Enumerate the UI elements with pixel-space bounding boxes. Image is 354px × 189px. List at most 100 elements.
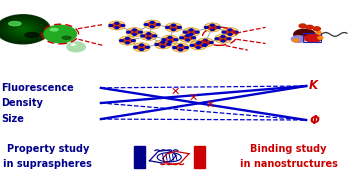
- Circle shape: [126, 28, 143, 37]
- Circle shape: [183, 35, 192, 40]
- Circle shape: [172, 43, 189, 52]
- Circle shape: [6, 20, 40, 38]
- Ellipse shape: [157, 153, 181, 162]
- Circle shape: [186, 35, 189, 36]
- Circle shape: [183, 28, 200, 37]
- Circle shape: [172, 24, 175, 26]
- Text: Fluorescence: Fluorescence: [1, 83, 74, 93]
- Circle shape: [201, 40, 210, 45]
- Circle shape: [140, 49, 143, 50]
- Circle shape: [123, 38, 132, 43]
- Circle shape: [147, 33, 150, 35]
- Circle shape: [189, 29, 193, 31]
- Ellipse shape: [71, 44, 75, 45]
- Circle shape: [148, 22, 157, 27]
- Circle shape: [161, 46, 165, 48]
- Circle shape: [16, 26, 30, 33]
- Circle shape: [313, 27, 320, 31]
- Circle shape: [127, 31, 130, 33]
- Circle shape: [179, 33, 196, 42]
- Circle shape: [218, 36, 228, 41]
- Circle shape: [168, 41, 172, 43]
- Circle shape: [196, 42, 200, 44]
- Circle shape: [133, 33, 136, 35]
- Circle shape: [172, 29, 175, 31]
- Circle shape: [8, 21, 38, 38]
- FancyBboxPatch shape: [134, 146, 145, 168]
- Circle shape: [168, 36, 172, 38]
- Text: in supraspheres: in supraspheres: [3, 160, 92, 169]
- Circle shape: [0, 16, 48, 43]
- Ellipse shape: [62, 36, 71, 39]
- Circle shape: [166, 26, 169, 28]
- Text: Size: Size: [1, 114, 24, 124]
- Circle shape: [210, 42, 213, 43]
- Circle shape: [318, 36, 323, 39]
- Ellipse shape: [291, 36, 306, 43]
- Circle shape: [67, 42, 85, 52]
- Circle shape: [19, 27, 27, 31]
- Ellipse shape: [305, 34, 322, 42]
- Circle shape: [222, 31, 226, 33]
- Circle shape: [2, 18, 44, 40]
- Circle shape: [190, 44, 194, 46]
- Circle shape: [141, 35, 144, 37]
- Circle shape: [133, 29, 136, 31]
- Text: K: K: [309, 80, 318, 92]
- Circle shape: [306, 25, 313, 29]
- Circle shape: [202, 44, 206, 46]
- Ellipse shape: [294, 29, 315, 40]
- Circle shape: [165, 23, 182, 32]
- Circle shape: [134, 46, 137, 48]
- Circle shape: [211, 29, 214, 31]
- Circle shape: [167, 43, 171, 45]
- Circle shape: [198, 42, 201, 43]
- Circle shape: [197, 38, 214, 47]
- Circle shape: [169, 25, 178, 30]
- Circle shape: [112, 23, 121, 28]
- Circle shape: [215, 38, 219, 40]
- Circle shape: [144, 33, 153, 38]
- Circle shape: [187, 30, 196, 35]
- Circle shape: [150, 26, 154, 28]
- Circle shape: [190, 41, 207, 50]
- Circle shape: [13, 24, 33, 35]
- Circle shape: [299, 24, 306, 28]
- Circle shape: [174, 39, 178, 41]
- Circle shape: [215, 34, 232, 43]
- Circle shape: [221, 36, 225, 37]
- Circle shape: [137, 45, 146, 50]
- Circle shape: [178, 26, 181, 28]
- Circle shape: [115, 22, 119, 24]
- Circle shape: [133, 43, 150, 52]
- Ellipse shape: [8, 22, 21, 26]
- Circle shape: [196, 47, 200, 49]
- Polygon shape: [149, 150, 176, 163]
- Circle shape: [217, 26, 220, 28]
- Circle shape: [132, 40, 135, 42]
- Text: ✕: ✕: [188, 93, 198, 103]
- Circle shape: [204, 39, 207, 41]
- Circle shape: [180, 37, 183, 39]
- Circle shape: [179, 49, 182, 51]
- Circle shape: [44, 25, 76, 43]
- Circle shape: [155, 43, 159, 45]
- Circle shape: [130, 30, 139, 35]
- Text: ✕: ✕: [206, 99, 215, 109]
- Circle shape: [204, 23, 221, 32]
- Circle shape: [139, 31, 142, 33]
- Circle shape: [154, 40, 171, 49]
- Circle shape: [119, 36, 136, 45]
- Circle shape: [192, 37, 195, 39]
- Text: Binding study: Binding study: [250, 144, 327, 154]
- Text: in nanostructures: in nanostructures: [240, 160, 337, 169]
- Circle shape: [228, 33, 232, 35]
- Circle shape: [205, 26, 208, 28]
- Circle shape: [147, 37, 150, 39]
- Circle shape: [161, 41, 165, 43]
- Polygon shape: [162, 151, 189, 164]
- Circle shape: [173, 47, 176, 49]
- Circle shape: [228, 29, 232, 31]
- Circle shape: [4, 19, 42, 39]
- Text: ✕: ✕: [171, 87, 180, 97]
